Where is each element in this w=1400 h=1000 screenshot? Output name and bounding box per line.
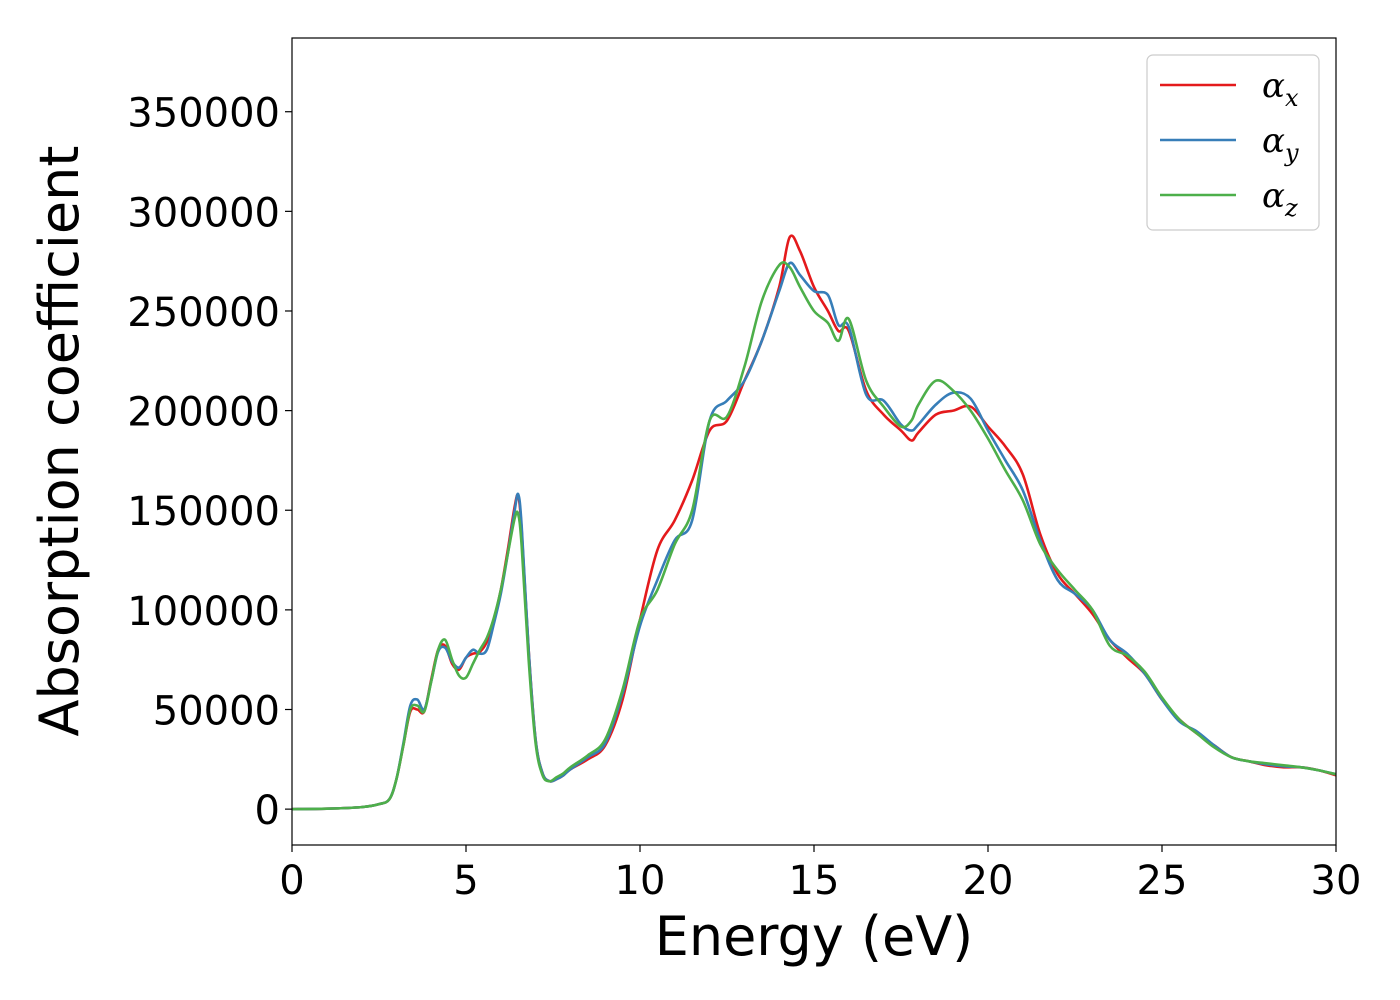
- x-axis-ticks: 0 5 10 15 20 25 30: [279, 845, 1361, 904]
- x-tick-label: 25: [1137, 858, 1188, 904]
- series-lines: [291, 234, 1337, 811]
- y-tick-label: 50000: [153, 689, 280, 735]
- y-axis-ticks: 0 50000 100000 150000 200000 250000 300000 3500…: [127, 91, 292, 834]
- x-tick-label: 15: [789, 858, 840, 904]
- y-tick-label: 250000: [127, 290, 280, 336]
- x-tick-label: 30: [1311, 858, 1362, 904]
- y-tick-label: 300000: [127, 190, 280, 236]
- legend-label-x: αx: [1262, 66, 1299, 112]
- legend-label-z: αz: [1262, 176, 1298, 222]
- legend-label-y: αy: [1262, 121, 1299, 167]
- legend-box: [1146, 54, 1320, 231]
- y-tick-label: 350000: [127, 91, 280, 137]
- series-line-y: [291, 261, 1337, 811]
- x-tick-label: 5: [453, 858, 478, 904]
- y-tick-label: 100000: [127, 589, 280, 635]
- y-axis-label: Absorption coefficient: [28, 146, 91, 737]
- x-tick-label: 0: [279, 858, 304, 904]
- legend: αx αy αz: [1146, 54, 1320, 231]
- x-tick-label: 20: [963, 858, 1014, 904]
- y-tick-label: 150000: [127, 489, 280, 535]
- series-line-z: [291, 261, 1337, 811]
- x-tick-label: 10: [615, 858, 666, 904]
- y-tick-label: 200000: [127, 390, 280, 436]
- x-axis-label: Energy (eV): [655, 905, 974, 968]
- y-tick-label: 0: [255, 788, 280, 834]
